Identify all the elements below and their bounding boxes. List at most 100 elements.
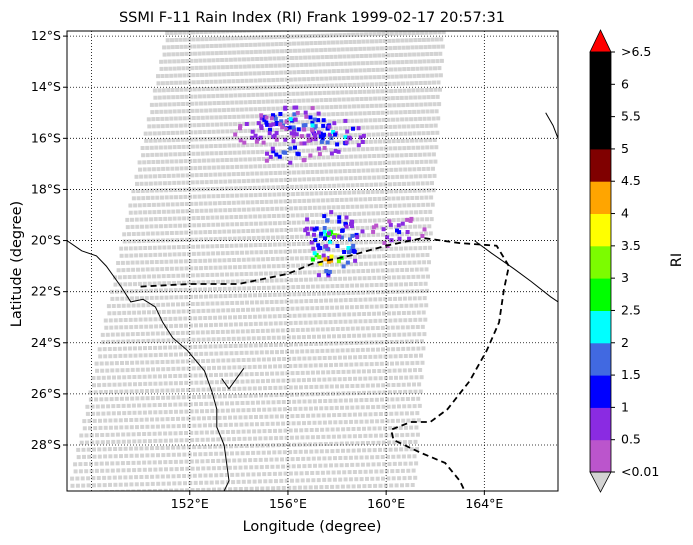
swath-pixel [383,376,388,381]
swath-pixel [334,83,339,88]
swath-pixel [332,97,337,102]
swath-pixel [225,408,230,413]
swath-pixel [85,411,90,416]
swath-pixel [186,445,191,450]
swath-pixel [300,91,305,96]
swath-pixel [416,203,421,208]
swath-pixel [189,430,194,435]
swath-pixel [367,175,372,180]
swath-pixel [166,274,171,278]
swath-pixel [377,53,382,58]
swath-pixel [171,474,176,479]
swath-pixel [208,265,213,270]
rain-pixel [344,224,349,229]
swath-pixel [310,263,315,268]
swath-pixel [257,214,262,219]
swath-pixel [408,318,413,323]
swath-pixel [280,306,285,311]
swath-pixel [329,463,333,468]
rain-pixel [294,132,299,137]
rain-pixel [312,232,316,237]
swath-pixel [391,60,396,65]
swath-pixel [425,253,430,257]
swath-pixel [248,214,253,219]
swath-pixel [118,482,123,487]
swath-pixel [168,409,173,414]
swath-pixel [415,31,420,35]
swath-pixel [397,332,402,337]
swath-pixel [405,102,410,107]
swath-pixel [191,216,196,221]
rain-pixel [268,127,272,132]
swath-pixel [176,180,181,185]
swath-pixel [429,195,434,200]
swath-pixel [223,294,228,299]
swath-pixel [94,468,99,473]
swath-pixel [138,346,142,351]
swath-pixel [404,38,409,43]
swath-pixel [175,359,180,364]
swath-pixel [157,138,162,143]
swath-pixel [296,170,301,175]
swath-pixel [235,107,240,112]
swath-pixel [204,401,209,406]
swath-pixel [410,253,415,258]
swath-pixel [345,441,349,446]
swath-pixel [152,460,157,465]
swath-pixel [162,181,167,186]
swath-pixel [205,122,210,127]
swath-pixel [236,200,241,205]
swath-pixel [328,398,333,403]
swath-pixel [271,486,276,491]
swath-pixel [338,276,343,281]
swath-pixel [198,316,203,321]
swath-pixel [352,211,357,216]
swath-pixel [367,311,372,316]
swath-pixel [376,110,381,115]
swath-pixel [333,212,338,217]
rain-pixel [407,236,412,241]
swath-pixel [359,118,364,123]
swath-pixel [302,313,307,318]
swath-pixel [218,294,223,299]
swath-pixel [169,231,174,235]
swath-pixel [149,260,154,265]
swath-pixel [197,87,202,92]
swath-pixel [113,454,118,459]
swath-pixel [391,347,396,352]
swath-pixel [171,95,176,100]
swath-pixel [431,188,436,193]
swath-pixel [140,146,145,150]
swath-pixel [192,44,197,49]
swath-pixel [357,39,361,44]
swath-pixel [243,415,248,420]
swath-pixel [363,319,368,324]
swath-pixel [173,345,178,350]
swath-pixel [147,281,152,286]
swath-pixel [295,141,300,146]
swath-pixel [342,470,347,475]
swath-pixel [382,275,387,280]
swath-pixel [97,483,102,488]
swath-pixel [241,307,245,312]
swath-pixel [233,343,238,348]
swath-pixel [405,361,410,366]
swath-pixel [404,282,408,287]
swath-pixel [105,368,110,373]
swath-pixel [413,475,418,480]
swath-pixel [394,411,399,416]
swath-pixel [420,145,425,150]
swath-pixel [262,106,267,111]
swath-pixel [334,341,339,346]
lat-tick-label: 20°S [31,233,61,248]
swath-pixel [406,45,410,50]
swath-pixel [369,397,374,402]
swath-pixel [394,483,399,488]
swath-pixel [385,289,390,294]
swath-pixel [334,405,339,410]
swath-pixel [230,279,235,284]
swath-pixel [372,311,377,316]
swath-pixel [165,417,170,422]
swath-pixel [241,358,246,362]
swath-pixel [268,343,273,347]
